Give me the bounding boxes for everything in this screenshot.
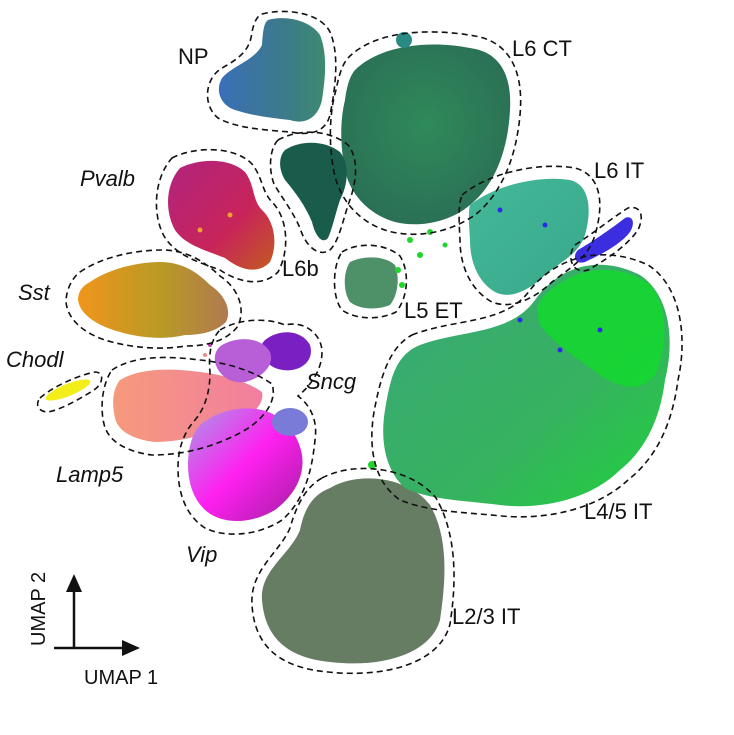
cluster-l6b: [280, 142, 347, 241]
cluster-l6ct-top: [396, 32, 412, 48]
label-pvalb: Pvalb: [80, 166, 135, 191]
label-lamp5: Lamp5: [56, 462, 124, 487]
cluster-sncg-purple: [214, 339, 272, 383]
cluster-sst: [78, 262, 229, 338]
arrow-right-icon: [122, 640, 140, 656]
label-np: NP: [178, 44, 209, 69]
label-chodl: Chodl: [6, 347, 65, 372]
cluster-l6it-tail: [574, 217, 633, 263]
cluster-l23it: [261, 478, 445, 664]
label-l6ct: L6 CT: [512, 36, 572, 61]
cluster-vip-blue: [272, 408, 308, 436]
label-l5et: L5 ET: [404, 298, 463, 323]
axis-x-label: UMAP 1: [84, 667, 158, 689]
axis-y-label: UMAP 2: [28, 572, 50, 646]
cluster-l6ct: [341, 44, 511, 225]
label-l23it: L2/3 IT: [452, 604, 520, 629]
label-sst: Sst: [18, 280, 51, 305]
cluster-vip: [188, 408, 303, 522]
cluster-chodl: [45, 379, 91, 401]
cluster-pvalb: [168, 160, 275, 270]
cluster-l6it: [468, 178, 589, 295]
cluster-np: [218, 18, 326, 122]
label-l45it: L4/5 IT: [584, 499, 652, 524]
cluster-outlines: [36, 10, 683, 675]
label-l6b: L6b: [282, 256, 319, 281]
axis-arrows: [54, 574, 140, 656]
arrow-up-icon: [66, 574, 82, 592]
cluster-sncg: [261, 332, 311, 371]
label-sncg: Sncg: [306, 369, 357, 394]
scatter-points: [197, 207, 603, 469]
cluster-l5et: [344, 257, 398, 309]
label-l6it: L6 IT: [594, 158, 644, 183]
label-vip: Vip: [186, 542, 217, 567]
